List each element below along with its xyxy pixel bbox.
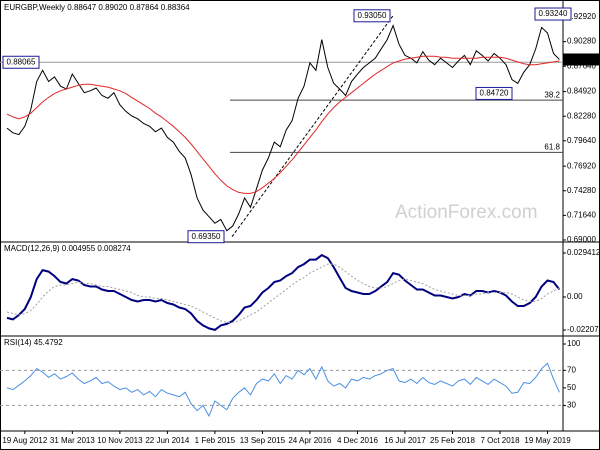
watermark: ActionForex.com — [395, 202, 538, 223]
annotation-label: 0.88065 — [7, 57, 36, 66]
x-tick-label: 19 May 2019 — [524, 436, 571, 445]
series-line — [6, 263, 560, 323]
y-tick-label: 0.87640 — [567, 61, 596, 70]
annotation-box — [534, 7, 572, 21]
series-line — [6, 55, 560, 194]
series-line — [6, 362, 560, 418]
fib-label: 38.2 — [544, 90, 560, 99]
y-tick-label: 0.029412 — [567, 248, 600, 257]
panel-title: MACD(12,26,9) 0.004955 0.008274 — [4, 244, 131, 253]
y-tick-label: 0.90280 — [567, 37, 596, 46]
panel-title: EURGBP,Weekly 0.88647 0.89020 0.87864 0.… — [4, 3, 190, 12]
y-tick-label: 0.69000 — [567, 235, 596, 244]
annotation-box — [2, 55, 40, 69]
last-price-box — [563, 53, 600, 66]
y-tick-label: 30 — [567, 401, 576, 410]
y-tick-label: 0.76920 — [567, 161, 596, 170]
series-line — [6, 253, 561, 331]
y-tick-label: 0.71640 — [567, 210, 596, 219]
x-tick-label: 25 Feb 2018 — [430, 436, 475, 445]
y-tick-label: 0.79640 — [567, 136, 596, 145]
y-tick-label: 0.00 — [567, 292, 583, 301]
y-tick-label: 70 — [567, 365, 576, 374]
annotation-label: 0.93240 — [539, 9, 568, 18]
x-tick-label: 10 Nov 2013 — [97, 436, 143, 445]
annotation-label: 0.69350 — [192, 232, 221, 241]
y-tick-label: -0.022074 — [567, 325, 600, 334]
x-tick-label: 16 Jul 2017 — [384, 436, 426, 445]
x-tick-label: 7 Oct 2018 — [480, 436, 520, 445]
trend-line — [231, 15, 394, 238]
annotation-box — [187, 230, 225, 244]
panel-title: RSI(14) 45.4792 — [4, 338, 63, 347]
fib-label: 61.8 — [544, 142, 560, 151]
y-tick-label: 0.82280 — [567, 111, 596, 120]
annotation-box — [475, 86, 513, 100]
x-tick-label: 4 Dec 2016 — [337, 436, 378, 445]
last-price-label: 0.88364 — [567, 55, 596, 64]
annotation-label: 0.84720 — [480, 89, 509, 98]
x-tick-label: 19 Aug 2012 — [2, 436, 47, 445]
x-tick-label: 22 Jun 2014 — [145, 436, 190, 445]
y-tick-label: 50 — [567, 383, 576, 392]
x-tick-label: 1 Feb 2015 — [195, 436, 236, 445]
annotation-label: 0.93050 — [358, 11, 387, 20]
y-tick-label: 0.84920 — [567, 87, 596, 96]
series-line — [6, 24, 560, 232]
y-tick-label: 0.92920 — [567, 12, 596, 21]
annotation-box — [353, 9, 391, 23]
x-tick-label: 31 Mar 2013 — [50, 436, 95, 445]
y-tick-label: 100 — [567, 339, 581, 348]
x-tick-label: 24 Apr 2016 — [288, 436, 332, 445]
y-tick-label: 0.74280 — [567, 186, 596, 195]
x-tick-label: 13 Sep 2015 — [240, 436, 286, 445]
